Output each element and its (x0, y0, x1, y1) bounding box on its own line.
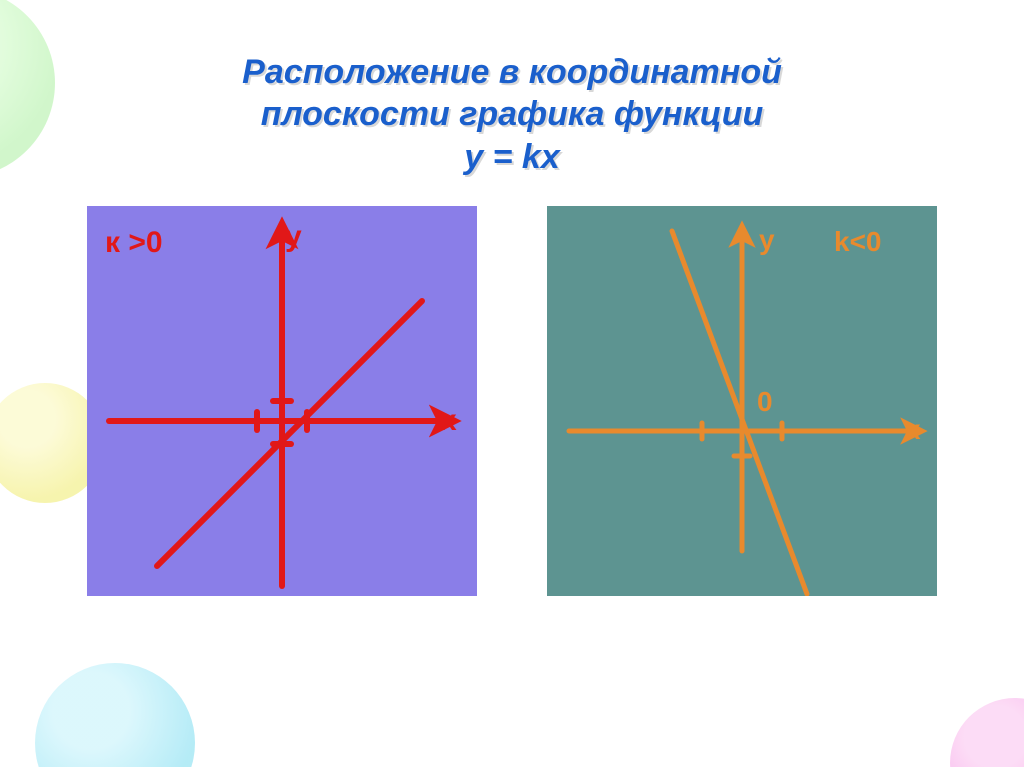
graph-svg (87, 206, 477, 596)
x-axis-label: х (905, 414, 921, 446)
x-axis-label: х (440, 404, 457, 438)
title-line-2: плоскости графика функции (0, 93, 1024, 136)
panels-row: к >0 у х k<0 у х 0 (0, 206, 1024, 596)
graph-panel-positive-k: к >0 у х (87, 206, 477, 596)
balloon-decoration (950, 698, 1024, 767)
condition-label: к >0 (105, 226, 163, 260)
page-title: Расположение в координатной плоскости гр… (0, 23, 1024, 179)
y-axis-label: у (285, 220, 302, 254)
balloon-decoration (35, 663, 195, 767)
title-line-1: Расположение в координатной (0, 51, 1024, 94)
graph-panel-negative-k: k<0 у х 0 (547, 206, 937, 596)
origin-label: 0 (757, 386, 773, 418)
graph-svg (547, 206, 937, 596)
y-axis-label: у (759, 224, 775, 256)
title-line-3: y = kx (0, 136, 1024, 179)
condition-label: k<0 (834, 226, 882, 258)
